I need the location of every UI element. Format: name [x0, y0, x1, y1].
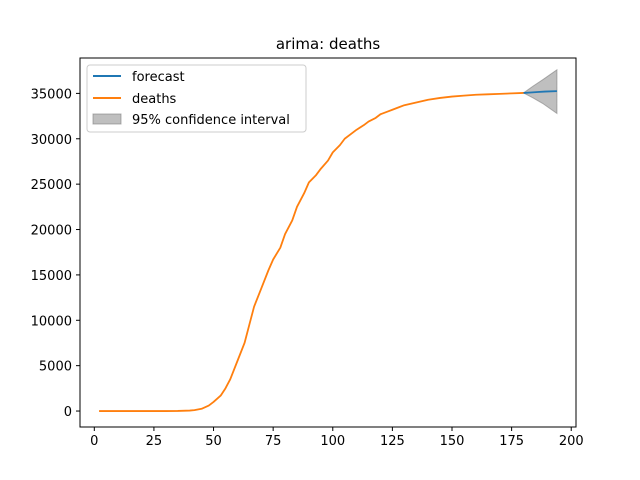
legend-label: forecast [132, 70, 185, 85]
legend: forecast deaths 95% confidence interval [86, 64, 307, 133]
x-tick-label: 150 [440, 434, 465, 449]
y-tick-label: 20000 [31, 224, 72, 239]
y-tick-label: 25000 [31, 178, 72, 193]
legend-swatch-confidence-interval [92, 113, 122, 125]
x-tick-label: 0 [90, 434, 98, 449]
axes-frame [79, 57, 577, 428]
y-tick-label: 30000 [31, 133, 72, 148]
x-tick-label: 100 [320, 434, 345, 449]
y-tick-label: 35000 [31, 87, 72, 102]
y-tick-label: 0 [64, 405, 72, 420]
y-tick-label: 10000 [31, 314, 72, 329]
legend-label: 95% confidence interval [132, 113, 290, 128]
x-tick-label: 50 [205, 434, 222, 449]
legend-box [86, 64, 307, 133]
plot-area: 0 25 50 75 100 125 150 175 200 0 5000 10000 15000 200… [31, 57, 584, 449]
x-tick-label: 125 [380, 434, 405, 449]
legend-label: deaths [132, 92, 177, 107]
y-tick-label: 15000 [31, 269, 72, 284]
x-tick-label: 25 [146, 434, 163, 449]
x-tick-label: 200 [559, 434, 584, 449]
series-line-deaths [99, 92, 524, 412]
x-tick-label: 75 [265, 434, 282, 449]
y-tick-label: 5000 [39, 360, 72, 375]
chart-title: arima: deaths [276, 35, 380, 53]
series-line-forecast [523, 90, 557, 94]
x-tick-label: 175 [499, 434, 524, 449]
